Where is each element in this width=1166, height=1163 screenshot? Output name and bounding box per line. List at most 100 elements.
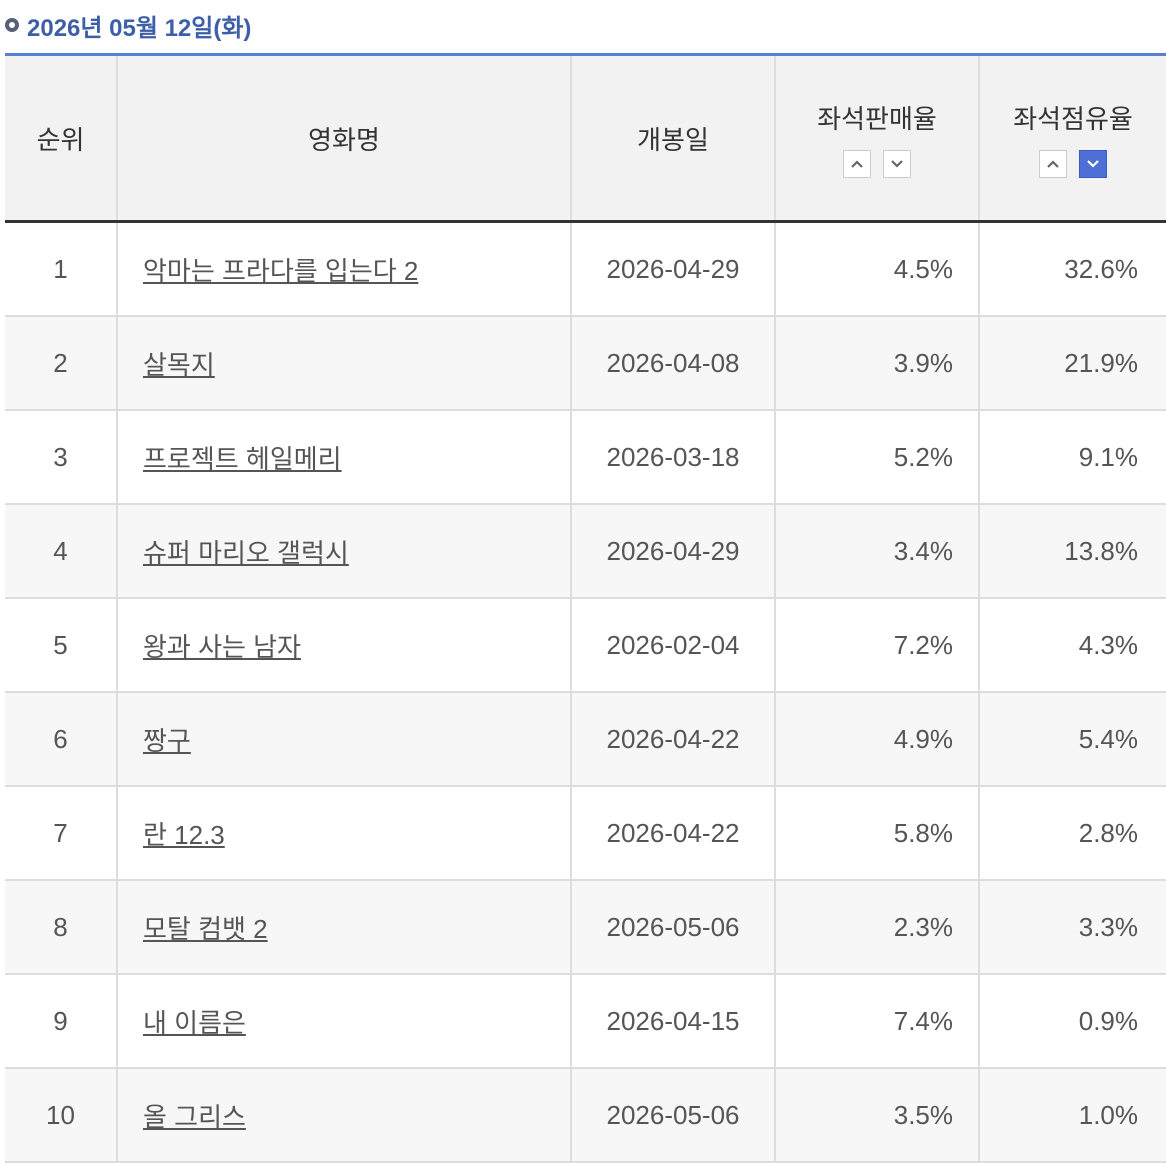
table-row: 2 살목지 2026-04-08 3.9% 21.9% — [5, 317, 1166, 411]
cell-text: 9.1% — [1078, 441, 1138, 472]
cell-text: 1 — [53, 253, 68, 284]
sort-asc[interactable] — [843, 149, 871, 178]
cell-text: 4.5% — [893, 253, 953, 284]
cell-text: 3.5% — [893, 1099, 953, 1130]
movie-link[interactable]: 란 12.3 — [143, 819, 225, 850]
cell-text: 2026-04-29 — [606, 535, 740, 566]
table-cell: 올 그리스 — [118, 1069, 572, 1161]
header-label: 순위 — [36, 124, 85, 155]
cell-text: 7.4% — [893, 1005, 953, 1036]
header-cell: 영화명 — [118, 56, 572, 220]
table-cell: 2026-04-15 — [572, 975, 776, 1067]
cell-text: 4.3% — [1078, 629, 1138, 660]
table-cell: 0.9% — [980, 975, 1166, 1067]
sort-desc[interactable] — [1079, 149, 1107, 178]
cell-text: 3 — [53, 441, 68, 472]
table-row: 7 란 12.3 2026-04-22 5.8% 2.8% — [5, 787, 1166, 881]
movie-link[interactable]: 올 그리스 — [143, 1101, 246, 1132]
cell-text: 5.4% — [1078, 723, 1138, 754]
cell-text: 0.9% — [1078, 1005, 1138, 1036]
ranking-table: 순위 영화명 개봉일 좌석판매율 좌석점유율 1 악마는 프라다를 입는다 2 2026-04… — [5, 56, 1166, 1163]
table-cell: 2026-04-22 — [572, 787, 776, 879]
cell-text: 3.3% — [1078, 911, 1138, 942]
table-row: 10 올 그리스 2026-05-06 3.5% 1.0% — [5, 1069, 1166, 1163]
cell-text: 7.2% — [893, 629, 953, 660]
movie-link[interactable]: 모탈 컴뱃 2 — [143, 913, 268, 944]
table-cell: 3.4% — [776, 505, 980, 597]
table-cell: 9 — [5, 975, 118, 1067]
table-cell: 4.3% — [980, 599, 1166, 691]
table-cell: 모탈 컴뱃 2 — [118, 881, 572, 973]
cell-text: 2026-04-22 — [606, 723, 740, 754]
movie-link[interactable]: 짱구 — [143, 725, 191, 756]
table-cell: 7.2% — [776, 599, 980, 691]
header-cell: 좌석판매율 — [776, 56, 980, 220]
movie-link[interactable]: 프로젝트 헤일메리 — [143, 443, 342, 474]
cell-text: 13.8% — [1064, 535, 1138, 566]
chevron — [1087, 159, 1099, 168]
movie-link[interactable]: 왕과 사는 남자 — [143, 631, 301, 662]
table-cell: 13.8% — [980, 505, 1166, 597]
cell-text: 2026-04-22 — [606, 817, 740, 848]
table-cell: 2.3% — [776, 881, 980, 973]
sort-buttons — [843, 149, 911, 178]
cell-text: 6 — [53, 723, 68, 754]
cell-text: 21.9% — [1064, 347, 1138, 378]
table-cell: 5 — [5, 599, 118, 691]
cell-text: 9 — [53, 1005, 68, 1036]
cell-text: 4 — [53, 535, 68, 566]
table-cell: 슈퍼 마리오 갤럭시 — [118, 505, 572, 597]
cell-text: 2 — [53, 347, 68, 378]
chevron — [851, 159, 863, 168]
table-cell: 3.9% — [776, 317, 980, 409]
table-cell: 1 — [5, 223, 118, 315]
header-label: 좌석점유율 — [1013, 103, 1133, 134]
sort-asc[interactable] — [1039, 149, 1067, 178]
table-cell: 살목지 — [118, 317, 572, 409]
table-cell: 왕과 사는 남자 — [118, 599, 572, 691]
table-cell: 내 이름은 — [118, 975, 572, 1067]
cell-text: 2026-04-15 — [606, 1005, 740, 1036]
table-cell: 3.3% — [980, 881, 1166, 973]
chevron — [891, 159, 903, 168]
cell-text: 4.9% — [893, 723, 953, 754]
table-cell: 5.4% — [980, 693, 1166, 785]
cell-text: 2026-04-08 — [606, 347, 740, 378]
table-cell: 프로젝트 헤일메리 — [118, 411, 572, 503]
sort-desc[interactable] — [883, 149, 911, 178]
table-cell: 2 — [5, 317, 118, 409]
cell-text: 3.9% — [893, 347, 953, 378]
cell-text: 2.8% — [1078, 817, 1138, 848]
table-cell: 2026-03-18 — [572, 411, 776, 503]
movie-link[interactable]: 살목지 — [143, 349, 215, 380]
movie-link[interactable]: 슈퍼 마리오 갤럭시 — [143, 537, 349, 568]
cell-text: 8 — [53, 911, 68, 942]
table-cell: 악마는 프라다를 입는다 2 — [118, 223, 572, 315]
cell-text: 2026-03-18 — [606, 441, 740, 472]
header-row: 순위 영화명 개봉일 좌석판매율 좌석점유율 — [5, 56, 1166, 223]
table-cell: 4 — [5, 505, 118, 597]
date-heading: 2026년 05월 12일(화) — [5, 8, 251, 42]
table-cell: 6 — [5, 693, 118, 785]
table-cell: 32.6% — [980, 223, 1166, 315]
movie-link[interactable]: 내 이름은 — [143, 1007, 246, 1038]
table-cell: 란 12.3 — [118, 787, 572, 879]
table-cell: 2026-05-06 — [572, 1069, 776, 1161]
table-row: 3 프로젝트 헤일메리 2026-03-18 5.2% 9.1% — [5, 411, 1166, 505]
cell-text: 5 — [53, 629, 68, 660]
cell-text: 1.0% — [1078, 1099, 1138, 1130]
table-row: 8 모탈 컴뱃 2 2026-05-06 2.3% 3.3% — [5, 881, 1166, 975]
cell-text: 2026-04-29 — [606, 253, 740, 284]
table-row: 9 내 이름은 2026-04-15 7.4% 0.9% — [5, 975, 1166, 1069]
table-cell: 3.5% — [776, 1069, 980, 1161]
table-row: 6 짱구 2026-04-22 4.9% 5.4% — [5, 693, 1166, 787]
cell-text: 5.8% — [893, 817, 953, 848]
movie-link[interactable]: 악마는 프라다를 입는다 2 — [143, 255, 419, 286]
table-cell: 21.9% — [980, 317, 1166, 409]
header-cell: 순위 — [5, 56, 118, 220]
date-title: 2026년 05월 12일(화) — [27, 14, 252, 42]
header-cell: 개봉일 — [572, 56, 776, 220]
cell-text: 2026-05-06 — [606, 911, 740, 942]
table-cell: 2026-04-08 — [572, 317, 776, 409]
